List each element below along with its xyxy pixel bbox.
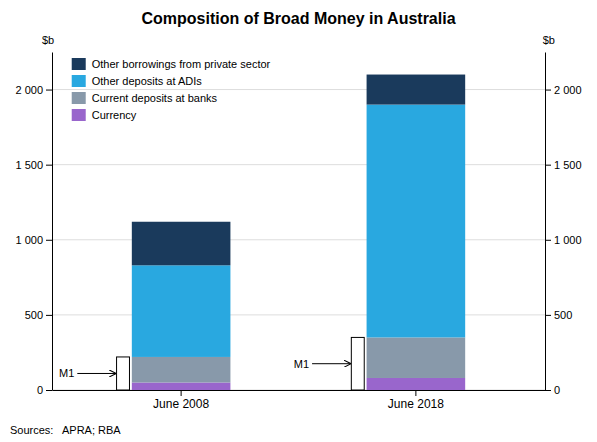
y-left-tick: 0 — [37, 384, 52, 396]
y-left-tick-mark — [46, 240, 52, 241]
y-axis-right: 0 500 1 000 1 500 2 000 — [545, 53, 582, 397]
legend-label: Other deposits at ADIs — [92, 75, 203, 87]
legend-swatch — [72, 75, 86, 87]
y-right-tick-mark — [545, 315, 551, 316]
y-left-tick-mark — [46, 90, 52, 91]
y-right-tick: 500 — [545, 309, 572, 321]
x-tick-label: June 2018 — [388, 397, 444, 411]
annotation-arrow — [312, 363, 350, 364]
y-right-tick-label: 500 — [554, 309, 572, 321]
y-left-axis-line — [52, 53, 53, 391]
annotation-label: M1 — [294, 358, 309, 370]
y-right-tick-label: 0 — [554, 384, 560, 396]
y-right-tick-label: 2 000 — [554, 84, 582, 96]
x-tick-mark — [181, 390, 182, 396]
legend-label: Current deposits at banks — [92, 92, 218, 104]
source: Sources: APRA; RBA — [10, 424, 121, 436]
legend-swatch — [72, 92, 86, 104]
x-tick: June 2008 — [153, 390, 209, 411]
bar — [132, 382, 231, 390]
y-right-tick: 2 000 — [545, 84, 582, 96]
y-right-tick-mark — [545, 90, 551, 91]
x-tick-label: June 2008 — [153, 397, 209, 411]
legend-item: Other deposits at ADIs — [72, 75, 203, 87]
legend-label: Currency — [92, 109, 137, 121]
bar — [367, 378, 466, 390]
bar — [367, 105, 466, 338]
annotations: M1 M1 — [59, 358, 350, 380]
y-left-tick-mark — [46, 165, 52, 166]
y-right-tick-label: 1 500 — [554, 159, 582, 171]
y-left-tick-label: 2 000 — [15, 84, 43, 96]
y-left-tick-mark — [46, 390, 52, 391]
m1-bracket — [117, 357, 130, 390]
legend-label: Other borrowings from private sector — [92, 58, 271, 70]
legend-item: Current deposits at banks — [72, 92, 218, 104]
legend: Other borrowings from private sector Othe… — [72, 58, 271, 121]
bar — [132, 222, 231, 266]
y-left-tick: 500 — [25, 309, 52, 321]
legend-swatch — [72, 109, 86, 121]
x-tick-mark — [415, 390, 416, 396]
x-axis: June 2008 June 2018 — [53, 390, 546, 411]
bar-series — [132, 105, 465, 357]
grid — [52, 90, 545, 390]
chart-svg: M1 M1 0 500 1 000 1 500 2 000 0 500 1 000 1 500 2 0… — [0, 0, 597, 442]
y-right-tick-mark — [545, 240, 551, 241]
bar — [132, 357, 231, 383]
y-right-tick: 0 — [545, 384, 560, 396]
y-left-tick-label: 1 000 — [15, 234, 43, 246]
grid-line — [52, 89, 545, 90]
legend-item: Other borrowings from private sector — [72, 58, 271, 70]
annotation-arrow — [77, 373, 115, 374]
bar — [132, 265, 231, 357]
y-right-tick: 1 000 — [545, 234, 582, 246]
grid-line — [52, 314, 545, 315]
grid-line — [52, 164, 545, 165]
legend-item: Currency — [72, 109, 137, 121]
bar — [367, 337, 466, 378]
y-right-tick-label: 1 000 — [554, 234, 582, 246]
y-left-tick: 1 500 — [15, 159, 52, 171]
x-axis-line — [53, 390, 546, 391]
m1-bracket — [351, 337, 364, 390]
title: Composition of Broad Money in Australia — [141, 10, 455, 27]
bars — [117, 75, 466, 390]
y-right-tick-mark — [545, 390, 551, 391]
y-right-axis-line — [545, 53, 546, 391]
y-left-tick: 1 000 — [15, 234, 52, 246]
y-left-tick-label: 500 — [25, 309, 43, 321]
y-left-tick-label: 1 500 — [15, 159, 43, 171]
legend-swatch — [72, 58, 86, 70]
y-axis-left: 0 500 1 000 1 500 2 000 — [15, 53, 52, 397]
y-label-left: $b — [42, 34, 54, 46]
y-right-tick-mark — [545, 165, 551, 166]
y-left-tick-mark — [46, 315, 52, 316]
y-left-tick-label: 0 — [37, 384, 43, 396]
y-label-right: $b — [543, 34, 555, 46]
grid-line — [52, 239, 545, 240]
bar — [367, 75, 466, 105]
y-left-tick: 2 000 — [15, 84, 52, 96]
annotation-label: M1 — [59, 367, 74, 379]
plot-area: M1 M1 0 500 1 000 1 500 2 000 0 500 1 000 1 500 2 0… — [15, 34, 581, 411]
y-right-tick: 1 500 — [545, 159, 582, 171]
x-tick: June 2018 — [388, 390, 444, 411]
